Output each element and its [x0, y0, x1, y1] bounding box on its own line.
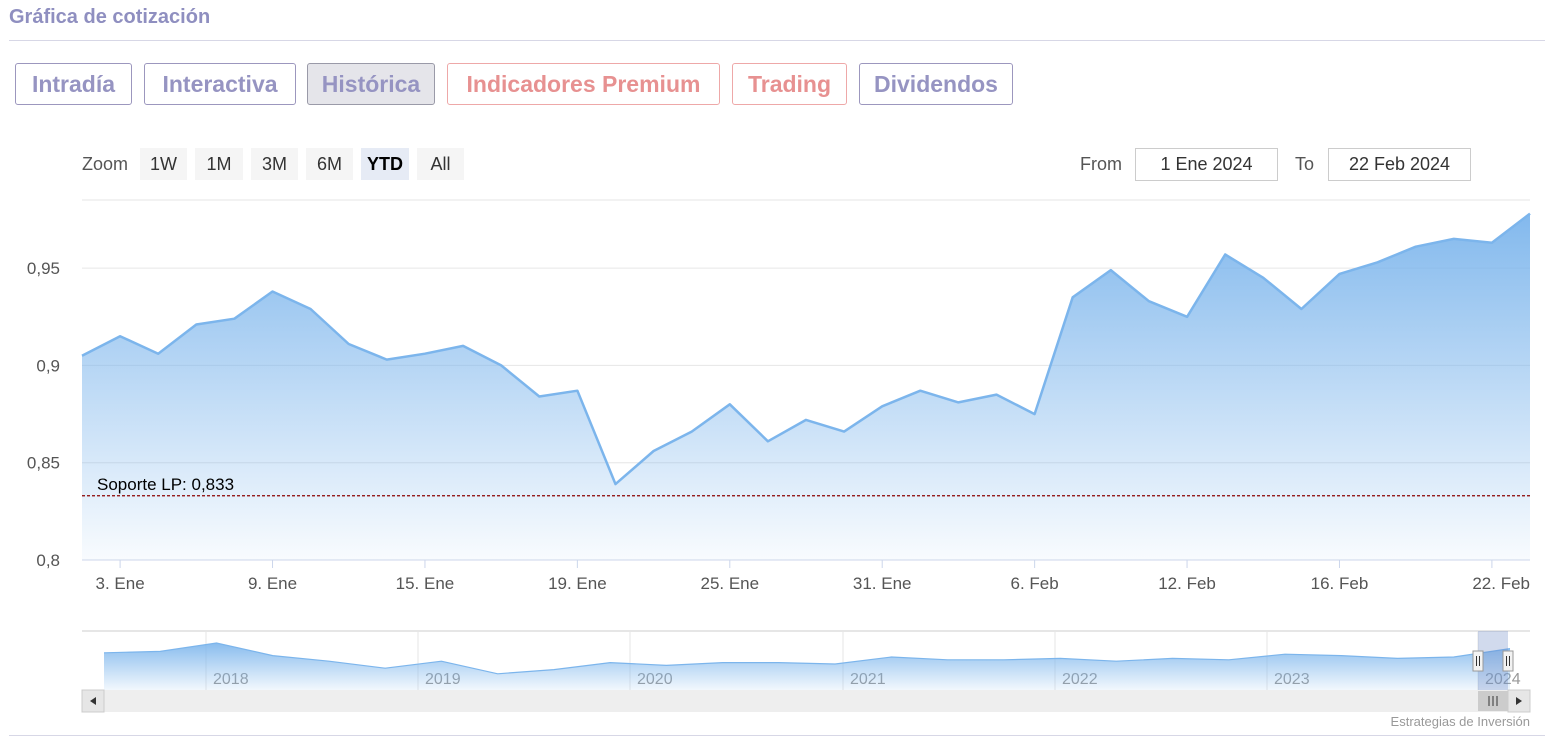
from-date-input[interactable]: 1 Ene 2024: [1135, 148, 1278, 181]
tab-dividendos[interactable]: Dividendos: [859, 63, 1013, 105]
price-point[interactable]: [1413, 244, 1419, 250]
price-point[interactable]: [536, 394, 542, 400]
navigator[interactable]: 2018201920202021202220232024: [0, 625, 1553, 715]
zoom-ytd-button[interactable]: YTD: [361, 148, 409, 180]
price-chart[interactable]: 0,8 0,85 0,9 0,95 Soporte LP: 0,833 3. Ene 9. …: [0, 190, 1553, 610]
price-point[interactable]: [574, 388, 580, 394]
zoom-3m-button[interactable]: 3M: [251, 148, 298, 180]
x-tick-label: 31. Ene: [853, 574, 912, 593]
price-line[interactable]: [81, 212, 1531, 486]
to-label: To: [1295, 154, 1315, 174]
price-point[interactable]: [460, 343, 466, 349]
navigator-handle[interactable]: [1472, 650, 1484, 672]
price-point[interactable]: [155, 351, 161, 357]
price-point[interactable]: [1489, 240, 1495, 246]
price-point[interactable]: [879, 403, 885, 409]
price-point[interactable]: [1032, 411, 1038, 417]
price-point[interactable]: [1375, 259, 1381, 265]
price-point[interactable]: [1260, 275, 1266, 281]
zoom-all-button[interactable]: All: [417, 148, 464, 180]
price-point[interactable]: [1527, 211, 1533, 217]
price-point[interactable]: [231, 316, 237, 322]
scrollbar-track[interactable]: [82, 690, 1530, 712]
y-tick-label: 0,8: [36, 551, 60, 570]
page-title: Gráfica de cotización: [9, 6, 211, 28]
support-label: Soporte LP: 0,833: [97, 475, 234, 494]
zoom-1w-button[interactable]: 1W: [140, 148, 187, 180]
price-point[interactable]: [727, 401, 733, 407]
navigator-handle[interactable]: [1502, 650, 1514, 672]
zoom-1m-button[interactable]: 1M: [195, 148, 243, 180]
price-point[interactable]: [917, 388, 923, 394]
price-point[interactable]: [117, 333, 123, 339]
price-point[interactable]: [308, 306, 314, 312]
x-tick-label: 15. Ene: [396, 574, 455, 593]
price-point[interactable]: [765, 438, 771, 444]
tab-historica[interactable]: Histórica: [307, 63, 435, 105]
price-point[interactable]: [1222, 251, 1228, 257]
tab-interactiva[interactable]: Interactiva: [144, 63, 296, 105]
x-tick-label: 19. Ene: [548, 574, 607, 593]
x-tick-label: 25. Ene: [700, 574, 759, 593]
y-tick-label: 0,95: [27, 259, 60, 278]
y-tick-label: 0,85: [27, 454, 60, 473]
footer-divider: [9, 735, 1545, 736]
price-point[interactable]: [1146, 298, 1152, 304]
header-divider: [9, 40, 1545, 41]
credits-text: Estrategias de Inversión: [1390, 714, 1530, 729]
price-point[interactable]: [955, 399, 961, 405]
price-point[interactable]: [422, 351, 428, 357]
price-point[interactable]: [612, 481, 618, 487]
price-point[interactable]: [841, 429, 847, 435]
price-point[interactable]: [270, 288, 276, 294]
price-point[interactable]: [689, 429, 695, 435]
to-date-input[interactable]: 22 Feb 2024: [1328, 148, 1471, 181]
price-point[interactable]: [79, 353, 85, 359]
price-point[interactable]: [1336, 271, 1342, 277]
zoom-label: Zoom: [82, 154, 129, 174]
price-point[interactable]: [1070, 294, 1076, 300]
zoom-6m-button[interactable]: 6M: [306, 148, 353, 180]
price-point[interactable]: [498, 362, 504, 368]
navigator-line: [103, 642, 1511, 675]
navigator-area: [104, 643, 1510, 690]
tab-trading[interactable]: Trading: [732, 63, 847, 105]
price-point[interactable]: [346, 341, 352, 347]
price-point[interactable]: [193, 322, 199, 328]
y-tick-label: 0,9: [36, 356, 60, 375]
scroll-left-arrow-icon: [90, 697, 96, 705]
tab-indicadores-premium[interactable]: Indicadores Premium: [447, 63, 720, 105]
price-point[interactable]: [994, 392, 1000, 398]
price-point[interactable]: [1298, 306, 1304, 312]
x-tick-label: 22. Feb: [1472, 574, 1530, 593]
price-point[interactable]: [384, 357, 390, 363]
tab-intradia[interactable]: Intradía: [15, 63, 132, 105]
price-point[interactable]: [803, 417, 809, 423]
price-point[interactable]: [1451, 236, 1457, 242]
scroll-right-arrow-icon: [1516, 697, 1522, 705]
x-tick-label: 3. Ene: [96, 574, 145, 593]
price-point[interactable]: [1108, 267, 1114, 273]
x-tick-label: 16. Feb: [1311, 574, 1369, 593]
price-point[interactable]: [1184, 314, 1190, 320]
price-area: [82, 213, 1530, 560]
x-tick-label: 6. Feb: [1011, 574, 1059, 593]
x-tick-label: 9. Ene: [248, 574, 297, 593]
from-label: From: [1080, 154, 1122, 174]
price-point[interactable]: [651, 448, 657, 454]
x-tick-label: 12. Feb: [1158, 574, 1216, 593]
